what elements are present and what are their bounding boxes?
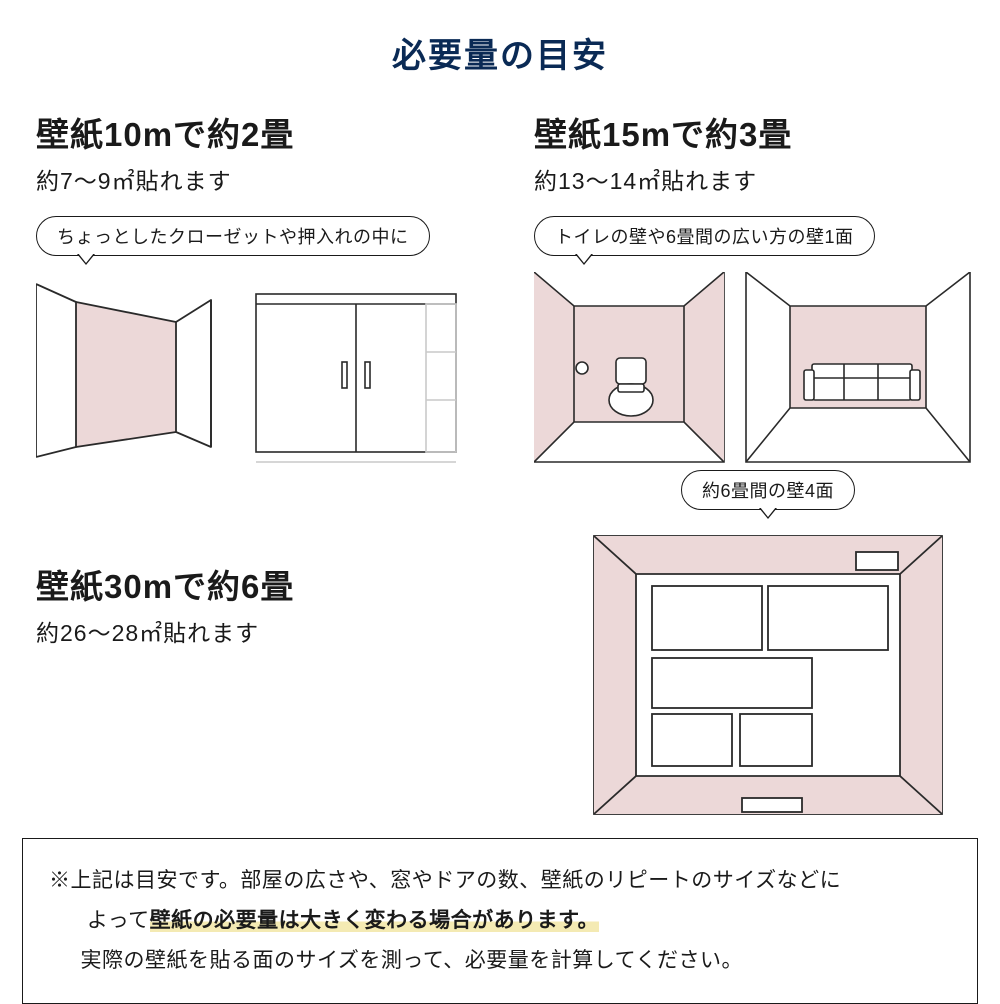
section-15m-illustration: [534, 272, 974, 472]
note-line-2-highlight: 壁紙の必要量は大きく変わる場合があります。: [150, 909, 599, 932]
section-15m-bubble: トイレの壁や6畳間の広い方の壁1面: [534, 216, 875, 256]
section-30m-title: 壁紙30mで約6畳: [36, 560, 294, 608]
section-10m-sub: 約7～9㎡貼れます: [36, 162, 476, 196]
section-15m: 壁紙15mで約3畳 約13～14㎡貼れます トイレの壁や6畳間の広い方の壁1面: [534, 108, 974, 472]
note-line-2: よって壁紙の必要量は大きく変わる場合があります。: [49, 901, 951, 941]
section-10m-bubble: ちょっとしたクローゼットや押入れの中に: [36, 216, 430, 256]
note-line-2-pre: よって: [87, 909, 150, 932]
section-30m-illustration: [592, 528, 944, 818]
section-30m: 壁紙30mで約6畳 約26～28㎡貼れます: [36, 560, 294, 648]
note-box: ※上記は目安です。部屋の広さや、窓やドアの数、壁紙のリピートのサイズなどに よっ…: [22, 838, 978, 1004]
note-line-1: ※上記は目安です。部屋の広さや、窓やドアの数、壁紙のリピートのサイズなどに: [49, 861, 951, 901]
section-30m-right: 約6畳間の壁4面: [592, 470, 944, 818]
note-line-3: 実際の壁紙を貼る面のサイズを測って、必要量を計算してください。: [49, 941, 951, 981]
page-title: 必要量の目安: [0, 0, 1000, 77]
section-30m-bubble: 約6畳間の壁4面: [681, 470, 855, 510]
section-30m-sub: 約26～28㎡貼れます: [36, 614, 294, 648]
section-10m: 壁紙10mで約2畳 約7～9㎡貼れます ちょっとしたクローゼットや押入れの中に: [36, 108, 476, 472]
section-10m-illustration: [36, 272, 476, 472]
note-line-3-text: 実際の壁紙を貼る面のサイズを測って、必要量を計算してください。: [81, 949, 744, 972]
section-10m-title: 壁紙10mで約2畳: [36, 108, 476, 156]
section-15m-title: 壁紙15mで約3畳: [534, 108, 974, 156]
section-15m-sub: 約13～14㎡貼れます: [534, 162, 974, 196]
